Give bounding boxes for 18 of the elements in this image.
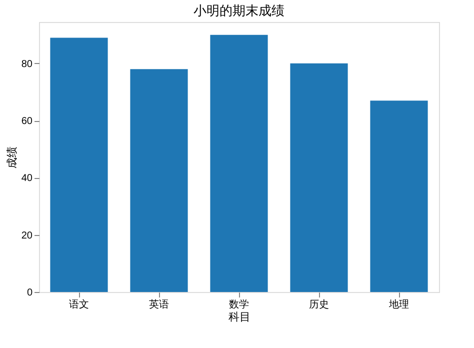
bar (210, 34, 268, 292)
bar (290, 63, 348, 292)
y-tick-label: 0 (26, 288, 33, 298)
y-tick-label: 60 (21, 116, 33, 128)
bar (370, 100, 428, 292)
bar (50, 38, 108, 292)
x-tick-label: 英语 (149, 298, 169, 310)
y-tick-label: 20 (21, 230, 33, 242)
y-tick-label: 40 (21, 173, 33, 184)
y-tick-label: 80 (21, 58, 33, 70)
x-tick-label: 地理 (388, 298, 409, 310)
bar (130, 69, 188, 292)
x-tick-label: 语文 (69, 298, 89, 310)
chart-title: 小明的期末成绩 (194, 4, 284, 19)
x-tick-label: 数学 (229, 298, 249, 310)
y-axis-title: 成绩 (5, 146, 18, 168)
x-tick-label: 历史 (309, 298, 329, 310)
x-axis-title: 科目 (228, 312, 250, 324)
